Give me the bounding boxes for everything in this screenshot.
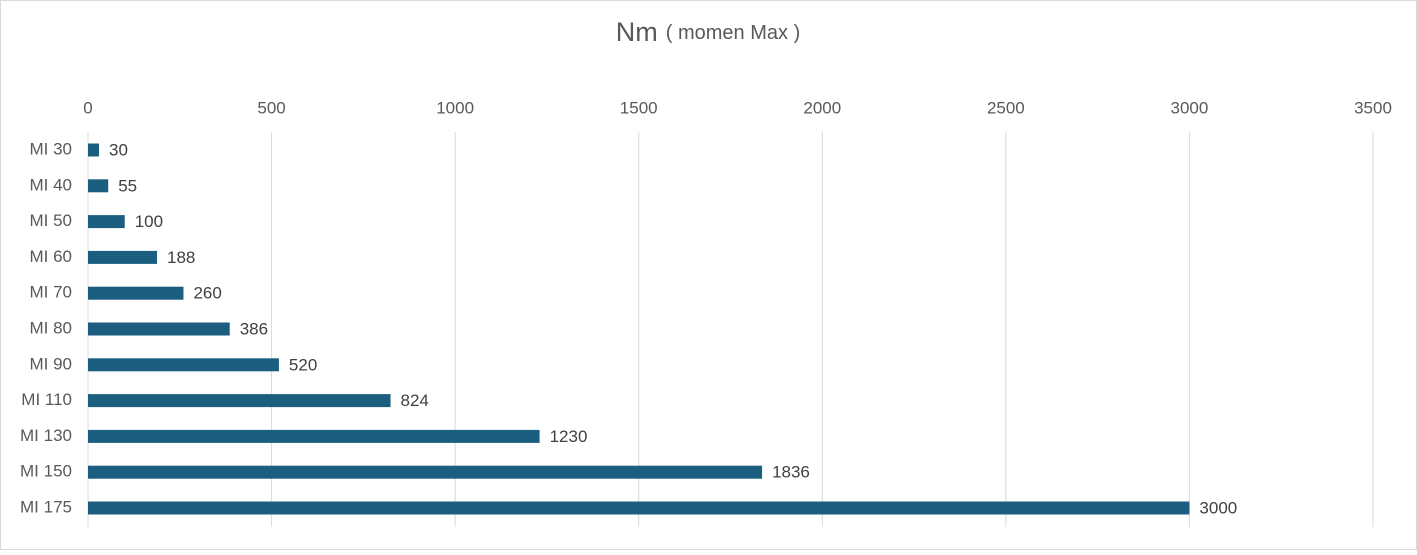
- value-label: 1836: [772, 463, 810, 482]
- bar: [88, 394, 391, 408]
- x-tick-label: 1000: [436, 98, 474, 117]
- x-tick-label: 2500: [987, 98, 1025, 117]
- value-label: 55: [118, 176, 137, 195]
- bar: [88, 250, 158, 264]
- y-tick-label: MI 30: [29, 139, 72, 158]
- bar: [88, 143, 100, 157]
- title-sub: ( momen Max ): [666, 22, 800, 44]
- x-tick-label: 3500: [1354, 98, 1392, 117]
- y-tick-label: MI 90: [29, 354, 72, 373]
- value-label: 824: [401, 391, 429, 410]
- y-tick-label: MI 50: [29, 211, 72, 230]
- bar: [88, 465, 763, 479]
- y-tick-label: MI 40: [29, 175, 72, 194]
- plot-area: 0 500 1000 1500 2000 2500 3000 3500 MI 30 30 MI 40…: [20, 98, 1392, 527]
- bar: [88, 501, 1190, 515]
- value-label: 520: [289, 355, 317, 374]
- y-tick-label: MI 80: [29, 318, 72, 337]
- value-label: 260: [193, 284, 221, 303]
- value-label: 386: [240, 319, 268, 338]
- bar: [88, 322, 230, 336]
- x-tick-label: 500: [257, 98, 285, 117]
- value-label: 188: [167, 248, 195, 267]
- y-tick-label: MI 70: [29, 283, 72, 302]
- value-label: 100: [135, 212, 163, 231]
- x-tick-label: 1500: [620, 98, 658, 117]
- x-tick-label: 2000: [803, 98, 841, 117]
- bar: [88, 358, 279, 372]
- chart-title: Nm ( momen Max ): [616, 17, 800, 47]
- y-tick-label: MI 60: [29, 247, 72, 266]
- value-label: 1230: [550, 427, 588, 446]
- y-tick-label: MI 175: [20, 497, 72, 516]
- bar: [88, 215, 125, 229]
- value-label: 30: [109, 140, 128, 159]
- x-tick-label: 0: [83, 98, 92, 117]
- y-tick-label: MI 110: [21, 390, 72, 409]
- x-tick-label: 3000: [1171, 98, 1209, 117]
- y-tick-label: MI 150: [20, 462, 72, 481]
- value-label: 3000: [1199, 498, 1237, 517]
- bar: [88, 286, 184, 300]
- bar: [88, 429, 540, 443]
- title-main: Nm: [616, 17, 658, 47]
- bar: [88, 179, 109, 193]
- y-tick-label: MI 130: [20, 426, 72, 445]
